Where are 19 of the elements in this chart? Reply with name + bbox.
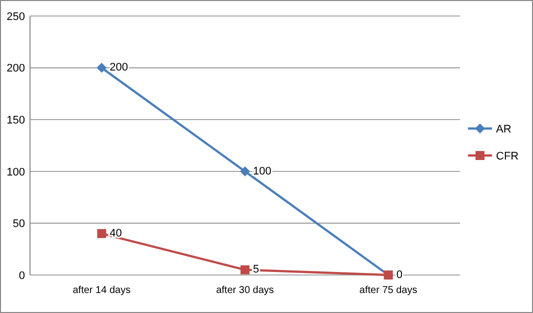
y-tick-label: 50 [12, 218, 25, 230]
data-label: 200 [110, 62, 128, 74]
y-tick-label: 250 [6, 10, 25, 23]
point [240, 166, 250, 176]
legend-label: AR [496, 123, 512, 136]
x-tick-label: after 30 days [216, 285, 274, 296]
point [97, 229, 106, 238]
data-label: 0 [396, 268, 402, 281]
data-label: 100 [253, 165, 272, 178]
x-tick-label: after 14 days [72, 285, 131, 296]
x-tick-label: after 75 days [359, 285, 418, 296]
y-tick-label: 150 [6, 114, 25, 126]
y-tick-label: 0 [18, 270, 25, 282]
point [240, 265, 250, 274]
y-tick-label: 200 [6, 62, 25, 75]
point [96, 62, 107, 73]
y-tick-label: 100 [6, 166, 25, 178]
data-label: 40 [110, 227, 122, 240]
legend-label: CFR [496, 150, 519, 162]
